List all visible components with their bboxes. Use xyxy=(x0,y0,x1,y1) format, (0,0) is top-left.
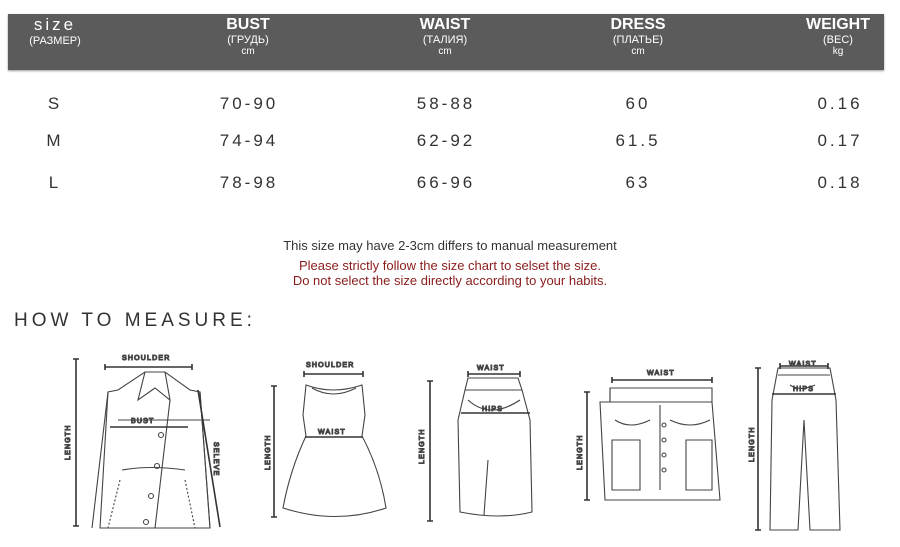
header-waist-sub: (ТАЛИЯ) xyxy=(422,33,468,46)
cell-dress: 63 xyxy=(625,173,651,192)
shorts-waist-label: WAIST xyxy=(647,370,675,377)
note-measurement: This size may have 2-3cm differs to manu… xyxy=(283,238,617,253)
header-bust-sub: (ГРУДЬ) xyxy=(227,33,269,46)
jacket-sleeve-label: SELEVE xyxy=(212,442,219,476)
dress-shoulder-label: SHOULDER xyxy=(306,362,355,369)
cell-waist: 66-96 xyxy=(416,173,476,192)
table-header: size (РАЗМЕР) BUST (ГРУДЬ) cm WAIST (ТАЛ… xyxy=(8,14,884,70)
header-size-sub: (РАЗМЕР) xyxy=(29,34,81,47)
note-habits: Do not select the size directly accordin… xyxy=(292,273,608,288)
header-weight: WEIGHT (ВЕС) kg xyxy=(806,16,870,57)
header-size-title: size xyxy=(33,15,77,34)
header-waist: WAIST (ТАЛИЯ) cm xyxy=(420,16,471,57)
header-bust-title: BUST xyxy=(226,16,270,33)
cell-dress: 61.5 xyxy=(615,131,661,150)
header-weight-unit: kg xyxy=(832,45,844,57)
header-bust: BUST (ГРУДЬ) cm xyxy=(226,16,270,57)
pants-length-label: LENGTH xyxy=(749,426,756,462)
dress-illustration: SHOULDER WAIST LENGTH xyxy=(264,361,387,518)
jacket-shoulder-label: SHOULDER xyxy=(122,355,171,362)
header-weight-sub: (ВЕС) xyxy=(823,33,853,46)
cell-size: M xyxy=(46,131,64,150)
header-size: size (РАЗМЕР) xyxy=(29,15,81,47)
dress-length-label: LENGTH xyxy=(265,434,272,470)
header-waist-unit: cm xyxy=(438,45,452,57)
shorts-illustration: WAIST LENGTH xyxy=(576,369,721,501)
header-dress-unit: cm xyxy=(631,45,645,57)
cell-bust: 70-90 xyxy=(219,94,279,113)
cell-size: S xyxy=(47,94,63,113)
skirt-length-label: LENGTH xyxy=(419,428,426,464)
pants-illustration: WAIST HIPS LENGTH xyxy=(748,360,841,531)
header-dress-sub: (ПЛАТЬЕ) xyxy=(612,33,664,46)
pants-hips-label: HIPS xyxy=(793,386,814,393)
cell-weight: 0.17 xyxy=(817,131,863,150)
header-waist-title: WAIST xyxy=(419,16,471,33)
header-dress-title: DRESS xyxy=(610,16,666,33)
jacket-bust-label: BUST xyxy=(131,418,154,425)
cell-waist: 62-92 xyxy=(416,131,476,150)
header-bust-unit: cm xyxy=(241,45,255,57)
skirt-hips-label: HIPS xyxy=(482,406,503,413)
how-to-measure-heading: HOW TO MEASURE: xyxy=(14,310,256,331)
skirt-illustration: WAIST HIPS LENGTH xyxy=(418,364,533,522)
cell-dress: 60 xyxy=(625,94,651,113)
header-dress: DRESS (ПЛАТЬЕ) cm xyxy=(610,16,665,57)
cell-weight: 0.16 xyxy=(817,94,863,113)
cell-waist: 58-88 xyxy=(416,94,476,113)
dress-waist-label: WAIST xyxy=(318,429,346,436)
header-weight-title: WEIGHT xyxy=(806,16,870,33)
pants-waist-label: WAIST xyxy=(789,361,817,368)
cell-bust: 78-98 xyxy=(219,173,279,192)
jacket-length-label: LENGTH xyxy=(65,424,72,460)
cell-bust: 74-94 xyxy=(219,131,279,150)
shorts-length-label: LENGTH xyxy=(577,434,584,470)
cell-weight: 0.18 xyxy=(817,173,863,192)
jacket-illustration: SHOULDER BUST LENGTH SELEVE xyxy=(64,354,221,529)
note-follow-chart: Please strictly follow the size chart to… xyxy=(298,258,601,273)
cell-size: L xyxy=(48,173,62,192)
skirt-waist-label: WAIST xyxy=(477,365,505,372)
